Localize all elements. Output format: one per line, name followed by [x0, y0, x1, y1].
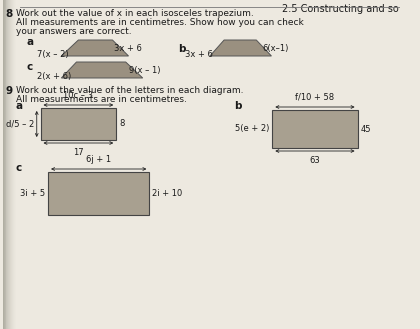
Text: 3i + 5: 3i + 5 [20, 189, 45, 198]
Text: c: c [16, 163, 22, 173]
Bar [48, 172, 150, 215]
Text: 9: 9 [5, 86, 13, 96]
Bar [4, 0, 5, 329]
Text: f/10 + 58: f/10 + 58 [295, 93, 334, 102]
Text: a: a [16, 101, 23, 111]
Bar [9, 0, 10, 329]
Text: a: a [26, 37, 34, 47]
Text: 3x + 6: 3x + 6 [185, 50, 213, 59]
Text: your answers are correct.: your answers are correct. [16, 27, 131, 36]
Polygon shape [61, 40, 129, 56]
Bar [14, 0, 15, 329]
Text: Work out the value of x in each isosceles trapezium.: Work out the value of x in each isoscele… [16, 9, 254, 18]
Bar [12, 0, 13, 329]
Text: 10c – 3: 10c – 3 [63, 91, 93, 100]
Polygon shape [61, 62, 143, 78]
Text: b: b [178, 44, 185, 54]
Text: 3x + 6: 3x + 6 [114, 44, 142, 53]
Bar [8, 0, 9, 329]
Text: 2(x + 6): 2(x + 6) [37, 72, 71, 81]
Text: 5(e + 2): 5(e + 2) [235, 124, 270, 134]
Polygon shape [210, 40, 271, 56]
Text: 45: 45 [360, 124, 371, 134]
Bar [5, 0, 6, 329]
Text: 63: 63 [310, 156, 320, 165]
Text: 7(x – 2): 7(x – 2) [37, 50, 68, 59]
Bar [10, 0, 11, 329]
Bar [15, 0, 16, 329]
Text: 6(x–1): 6(x–1) [262, 44, 289, 53]
Bar [13, 0, 14, 329]
Bar [40, 108, 116, 140]
Text: Work out the value of the letters in each diagram.: Work out the value of the letters in eac… [16, 86, 244, 95]
Text: 8: 8 [119, 119, 124, 129]
Bar [3, 0, 4, 329]
Text: 17: 17 [73, 148, 84, 157]
Text: 9(x – 1): 9(x – 1) [129, 66, 161, 75]
Bar [11, 0, 12, 329]
Bar [273, 110, 357, 148]
Bar [6, 0, 8, 329]
Text: 6j + 1: 6j + 1 [86, 155, 111, 164]
Text: c: c [26, 62, 33, 72]
Text: All measurements are in centimetres.: All measurements are in centimetres. [16, 95, 187, 104]
Text: d/5 – 2: d/5 – 2 [5, 119, 34, 129]
Text: 8: 8 [5, 9, 13, 19]
Text: All measurements are in centimetres. Show how you can check: All measurements are in centimetres. Sho… [16, 18, 304, 27]
Text: b: b [234, 101, 242, 111]
Text: 2.5 Constructing and so: 2.5 Constructing and so [282, 4, 399, 14]
Text: 2i + 10: 2i + 10 [152, 189, 182, 198]
